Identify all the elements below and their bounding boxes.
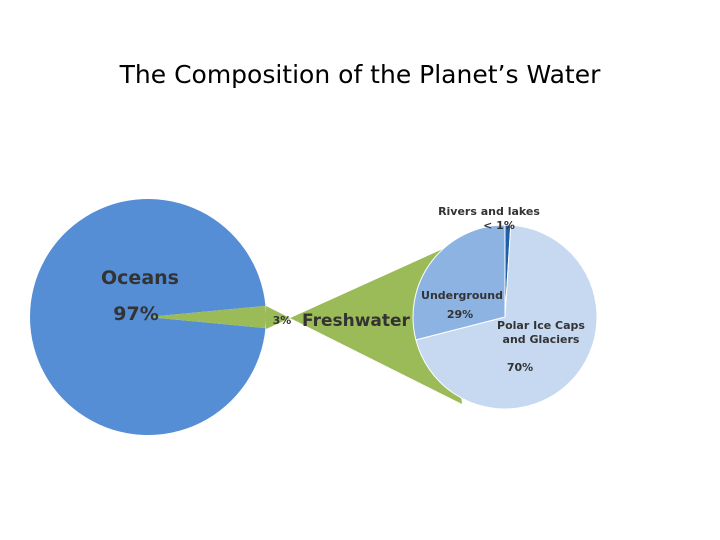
chart-title: The Composition of the Planet’s Water bbox=[119, 60, 601, 89]
pie-slice bbox=[29, 199, 266, 436]
value-label: 29% bbox=[446, 308, 474, 322]
value-label: 70% bbox=[506, 361, 534, 375]
slice-label: Polar Ice Caps and Glaciers bbox=[497, 319, 585, 346]
value-label: 97% bbox=[113, 302, 159, 325]
pie-slice bbox=[412, 224, 506, 341]
slice-label: Rivers and lakes bbox=[438, 205, 540, 219]
slice-label: Oceans bbox=[101, 266, 179, 289]
value-label: < 1% bbox=[483, 219, 515, 233]
value-label: 3% bbox=[272, 314, 292, 328]
pie-slice bbox=[148, 305, 266, 329]
slice-label: Underground bbox=[421, 289, 503, 303]
slice-label: Freshwater bbox=[302, 310, 410, 331]
pie-slice bbox=[415, 224, 598, 410]
connector bbox=[266, 248, 462, 404]
